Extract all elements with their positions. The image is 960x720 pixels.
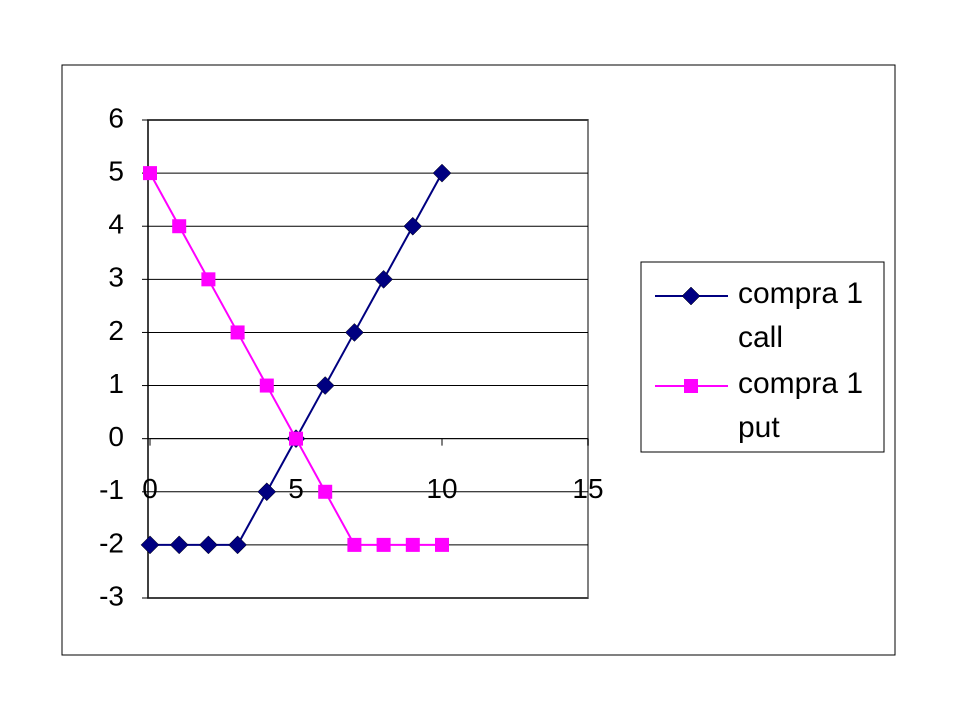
- point: [405, 537, 420, 552]
- point: [318, 484, 333, 499]
- point: [140, 535, 160, 555]
- y-tick-label: 0: [108, 421, 124, 452]
- point: [289, 431, 303, 446]
- point: [345, 323, 364, 342]
- y-tick-label: -3: [99, 580, 124, 611]
- y-tick-label: 3: [108, 262, 124, 293]
- point: [259, 378, 274, 393]
- y-tick-label: 5: [108, 156, 124, 187]
- point: [199, 535, 218, 555]
- point: [432, 163, 452, 183]
- point: [143, 166, 157, 181]
- point: [374, 269, 393, 289]
- point: [403, 216, 423, 236]
- point: [315, 376, 335, 395]
- point: [435, 537, 449, 552]
- x-tick-label: 10: [426, 473, 457, 504]
- point: [172, 219, 187, 234]
- chart-frame: [61, 64, 896, 656]
- y-tick-label: 4: [108, 209, 124, 240]
- point: [257, 482, 277, 502]
- point: [230, 325, 245, 340]
- y-tick-label: 1: [108, 368, 124, 399]
- y-tick-label: 2: [108, 315, 124, 346]
- x-tick-label: 5: [288, 473, 304, 504]
- y-tick-label: -2: [99, 527, 124, 558]
- point: [228, 535, 247, 555]
- point: [169, 535, 189, 555]
- legend-label: compra 1 put: [738, 367, 864, 444]
- x-tick-label: 15: [572, 473, 603, 504]
- legend-label: compra 1 call: [738, 277, 864, 354]
- point: [376, 537, 391, 552]
- point: [347, 537, 362, 552]
- point: [684, 379, 698, 393]
- point: [681, 286, 701, 306]
- plot-area: [147, 119, 589, 599]
- y-tick-label: 6: [108, 102, 124, 133]
- y-tick-label: -1: [99, 474, 124, 505]
- legend-box: [640, 261, 885, 453]
- point: [201, 272, 216, 287]
- x-tick-label: 0: [142, 473, 158, 504]
